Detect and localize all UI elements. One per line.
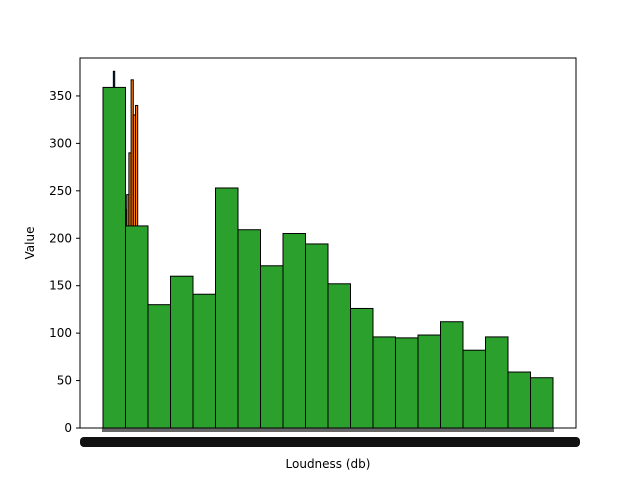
green-bar-16	[462, 349, 486, 429]
green-bar-19	[530, 377, 554, 429]
green-bar-2	[147, 304, 171, 429]
green-bar-5	[215, 187, 239, 429]
green-bar-10	[327, 283, 351, 429]
green-bar-14	[417, 334, 441, 429]
x-tick-labels-overlap	[80, 437, 580, 447]
green-bar-3	[170, 275, 194, 429]
y-axis-label: Value	[23, 227, 37, 260]
green-bar-12	[372, 336, 396, 429]
y-tick-label: 250	[49, 184, 72, 198]
y-tick-label: 0	[64, 421, 72, 435]
green-bar-15	[440, 321, 464, 429]
green-bar-9	[305, 243, 329, 429]
green-bar-17	[485, 336, 509, 429]
y-axis-ticks: 0 50 100 150 200 250 300 350	[49, 89, 80, 435]
green-bar-13	[395, 337, 419, 429]
green-bar-18	[507, 371, 531, 429]
y-tick-label: 200	[49, 231, 72, 245]
x-axis-label: Loudness (db)	[286, 457, 371, 471]
green-bar-0	[102, 86, 126, 429]
green-bar-8	[282, 233, 306, 429]
y-tick-label: 300	[49, 136, 72, 150]
series-green-bars	[102, 86, 554, 429]
y-tick-label: 50	[57, 374, 72, 388]
y-tick-label: 150	[49, 279, 72, 293]
green-bar-4	[192, 293, 216, 429]
x-tick-band	[80, 428, 580, 447]
green-bar-11	[350, 307, 374, 429]
green-bar-1	[125, 225, 149, 429]
green-bar-7	[260, 265, 284, 429]
y-tick-label: 350	[49, 89, 72, 103]
y-tick-label: 100	[49, 326, 72, 340]
plot-frame	[79, 57, 577, 429]
green-bar-6	[237, 229, 261, 429]
